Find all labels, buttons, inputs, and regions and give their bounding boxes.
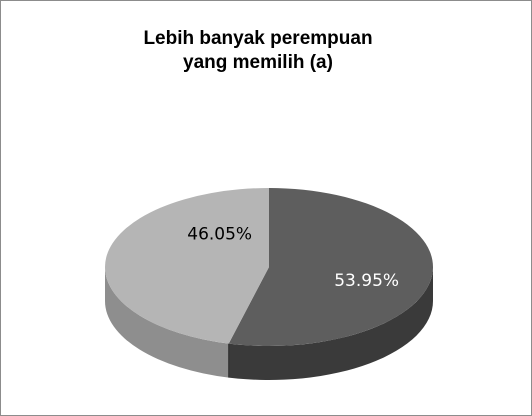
chart-title: Lebih banyak perempuan yang memilih (a) bbox=[1, 27, 515, 75]
pie-sides bbox=[105, 267, 433, 380]
pie-side-1 bbox=[228, 267, 433, 380]
pie-slice-label-2: 46.05% bbox=[187, 225, 252, 245]
pie-slice-label-1: 53.95% bbox=[334, 271, 399, 291]
pie-slice-2 bbox=[105, 188, 270, 344]
chart-title-line-1: Lebih banyak perempuan bbox=[143, 28, 373, 49]
pie-side-2 bbox=[105, 267, 229, 378]
pie-tops bbox=[105, 188, 434, 346]
pie-slice-1 bbox=[228, 188, 434, 346]
chart-title-line-2: yang memilih (a) bbox=[183, 52, 333, 73]
